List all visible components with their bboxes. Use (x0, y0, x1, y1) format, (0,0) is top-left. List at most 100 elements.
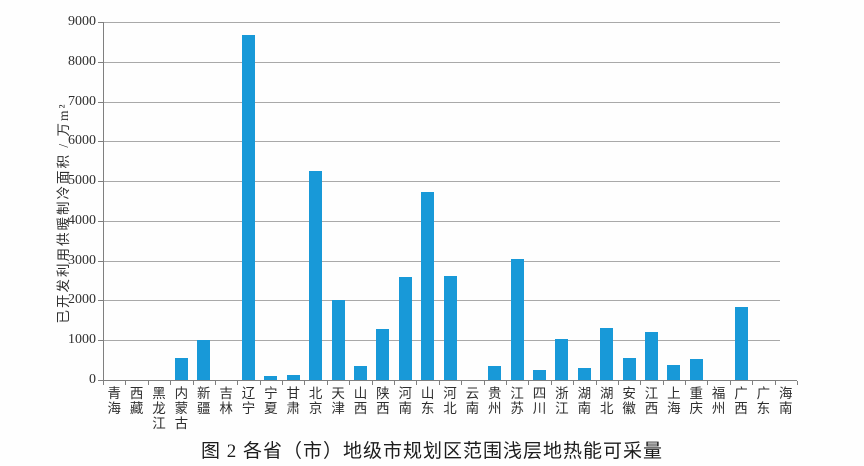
chart-bar (309, 170, 323, 380)
x-axis-label: 新 疆 (196, 386, 211, 416)
y-tick-label: 0 (89, 372, 96, 387)
y-tick-label: 6000 (68, 133, 96, 149)
x-axis-label: 辽 宁 (241, 386, 256, 416)
x-tick-mark (729, 381, 731, 385)
gridline (103, 300, 780, 302)
x-axis-label: 陕 西 (376, 386, 390, 416)
gridline (103, 181, 780, 183)
y-tick-mark (98, 300, 103, 302)
x-axis-label: 西 藏 (129, 386, 144, 416)
chart-bar (533, 370, 547, 380)
x-tick-mark (438, 381, 440, 385)
y-tick-label: 8000 (68, 53, 96, 69)
gridline (103, 220, 780, 222)
x-axis-label: 云 南 (465, 386, 480, 416)
x-axis-label: 河 南 (398, 386, 412, 416)
y-tick-mark (98, 220, 103, 222)
x-axis-label: 宁 夏 (264, 386, 278, 416)
x-tick-mark (617, 381, 619, 385)
x-tick-mark (103, 381, 104, 385)
x-tick-mark (170, 381, 172, 385)
x-axis-label: 山 西 (353, 386, 368, 416)
chart-bar (174, 358, 188, 380)
x-tick-mark (774, 381, 776, 385)
y-tick-mark (98, 141, 103, 143)
x-tick-mark (125, 381, 127, 385)
gridline (103, 61, 780, 63)
x-axis-line (103, 380, 797, 381)
gridline (103, 260, 780, 262)
x-axis-label: 海 南 (779, 386, 793, 416)
y-tick-label: 5000 (68, 173, 96, 189)
x-tick-mark (483, 381, 485, 385)
y-tick-label: 3000 (68, 252, 96, 268)
figure-caption: 图 2 各省（市）地级市规划区范围浅层地热能可采量 (200, 441, 663, 462)
x-tick-mark (214, 381, 216, 385)
x-tick-mark (662, 381, 664, 385)
x-axis-label: 浙 江 (555, 386, 569, 416)
y-tick-mark (98, 61, 103, 63)
chart-bar (689, 359, 703, 380)
x-tick-mark (685, 381, 687, 385)
x-tick-mark (461, 381, 463, 385)
x-axis-label: 内 蒙 古 (174, 386, 189, 431)
y-tick-mark (98, 101, 103, 103)
x-tick-mark (797, 381, 798, 385)
x-tick-mark (259, 381, 261, 385)
y-tick-mark (98, 260, 103, 262)
chart-bar (644, 332, 658, 380)
chart-bar (264, 376, 278, 380)
x-tick-mark (640, 381, 642, 385)
x-axis-label: 甘 肃 (286, 386, 301, 416)
x-tick-mark (595, 381, 597, 385)
x-axis-label: 吉 林 (219, 386, 233, 416)
y-tick-label: 9000 (68, 14, 96, 29)
x-tick-mark (707, 381, 709, 385)
chart-bar (197, 340, 211, 380)
x-axis-label: 北 京 (308, 386, 323, 416)
y-tick-label: 2000 (68, 292, 96, 308)
chart-bar (242, 35, 256, 380)
x-tick-mark (349, 381, 351, 385)
chart-bar (577, 368, 591, 380)
y-tick-label: 1000 (68, 332, 96, 348)
chart-bar (622, 358, 636, 380)
x-tick-mark (304, 381, 306, 385)
x-tick-mark (416, 381, 418, 385)
y-tick-mark (98, 181, 103, 183)
x-tick-mark (282, 381, 284, 385)
x-tick-mark (326, 381, 328, 385)
chart-bar (331, 300, 345, 380)
x-axis-label: 江 苏 (510, 386, 524, 416)
x-axis-label: 江 西 (644, 386, 659, 416)
x-axis-label: 湖 南 (577, 386, 592, 416)
x-tick-mark (147, 381, 149, 385)
chart-bar (600, 328, 614, 380)
chart-bar (376, 329, 390, 380)
x-tick-mark (550, 381, 552, 385)
chart-bar (734, 306, 748, 380)
chart-bar (443, 276, 457, 380)
x-tick-mark (237, 381, 239, 385)
x-axis-label: 四 川 (532, 386, 547, 416)
chart-bar (555, 338, 569, 380)
chart-bar (488, 365, 502, 380)
x-axis-label: 广 东 (756, 386, 771, 416)
gridline (103, 22, 780, 23)
chart-bar (286, 375, 300, 380)
y-tick-mark (98, 380, 103, 381)
chart-bar (667, 365, 681, 380)
x-axis-label: 贵 州 (488, 386, 502, 416)
y-tick-label: 4000 (68, 212, 96, 228)
x-axis-label: 重 庆 (689, 386, 704, 416)
gridline (103, 141, 780, 143)
y-tick-mark (98, 22, 103, 23)
x-axis-label: 湖 北 (599, 386, 614, 416)
y-tick-label: 7000 (68, 93, 96, 109)
y-axis-line (103, 22, 104, 380)
x-tick-mark (528, 381, 530, 385)
x-tick-mark (192, 381, 194, 385)
gridline (103, 101, 780, 103)
